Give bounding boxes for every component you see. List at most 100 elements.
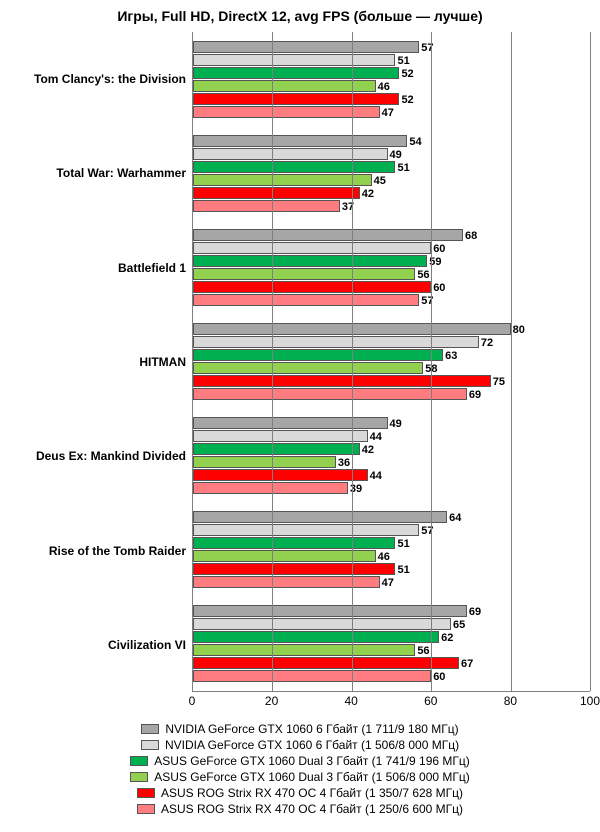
bar-value-label: 44 bbox=[370, 431, 382, 443]
bar: 39 bbox=[193, 482, 348, 494]
bar-group: 696562566760 bbox=[193, 597, 590, 691]
bar-row: 52 bbox=[193, 93, 590, 105]
bar: 49 bbox=[193, 148, 388, 160]
bar-row: 42 bbox=[193, 187, 590, 199]
bar-row: 45 bbox=[193, 174, 590, 186]
bar: 51 bbox=[193, 54, 395, 66]
bar-value-label: 52 bbox=[401, 68, 413, 80]
bar-row: 42 bbox=[193, 443, 590, 455]
legend-label: NVIDIA GeForce GTX 1060 6 Гбайт (1 711/9… bbox=[165, 722, 458, 736]
bar: 69 bbox=[193, 388, 467, 400]
x-tick-label: 0 bbox=[189, 694, 196, 708]
bar: 51 bbox=[193, 537, 395, 549]
grid-line bbox=[352, 32, 353, 691]
bar-group: 686059566057 bbox=[193, 220, 590, 314]
bar-value-label: 51 bbox=[397, 564, 409, 576]
bar-row: 47 bbox=[193, 576, 590, 588]
bar-value-label: 75 bbox=[493, 376, 505, 388]
bar-row: 54 bbox=[193, 135, 590, 147]
legend-swatch bbox=[130, 772, 148, 782]
x-axis: 020406080100 bbox=[192, 692, 590, 712]
bar: 46 bbox=[193, 550, 376, 562]
bar-value-label: 65 bbox=[453, 619, 465, 631]
bar: 46 bbox=[193, 80, 376, 92]
legend: NVIDIA GeForce GTX 1060 6 Гбайт (1 711/9… bbox=[10, 722, 590, 816]
legend-item: NVIDIA GeForce GTX 1060 6 Гбайт (1 711/9… bbox=[141, 722, 458, 736]
legend-label: ASUS GeForce GTX 1060 Dual 3 Гбайт (1 50… bbox=[154, 770, 469, 784]
bar-value-label: 47 bbox=[382, 577, 394, 589]
bar-row: 72 bbox=[193, 336, 590, 348]
legend-swatch bbox=[141, 740, 159, 750]
bar: 51 bbox=[193, 161, 395, 173]
bar-group: 645751465147 bbox=[193, 503, 590, 597]
bar: 65 bbox=[193, 618, 451, 630]
bar-row: 44 bbox=[193, 430, 590, 442]
category-label: Battlefield 1 bbox=[10, 221, 192, 315]
bar: 56 bbox=[193, 268, 415, 280]
x-tick-label: 20 bbox=[265, 694, 278, 708]
bar-value-label: 69 bbox=[469, 606, 481, 618]
legend-label: ASUS ROG Strix RX 470 OC 4 Гбайт (1 250/… bbox=[161, 802, 463, 816]
legend-item: ASUS GeForce GTX 1060 Dual 3 Гбайт (1 50… bbox=[130, 770, 469, 784]
bar-row: 80 bbox=[193, 323, 590, 335]
bar: 67 bbox=[193, 657, 459, 669]
bar-row: 51 bbox=[193, 54, 590, 66]
bar-row: 47 bbox=[193, 106, 590, 118]
bar-value-label: 51 bbox=[397, 55, 409, 67]
bar: 59 bbox=[193, 255, 427, 267]
plot-area: Tom Clancy's: the DivisionTotal War: War… bbox=[10, 32, 590, 692]
bar: 54 bbox=[193, 135, 407, 147]
category-label: Total War: Warhammer bbox=[10, 126, 192, 220]
bar-row: 59 bbox=[193, 255, 590, 267]
bar-row: 44 bbox=[193, 469, 590, 481]
bar-row: 51 bbox=[193, 563, 590, 575]
bar-row: 57 bbox=[193, 524, 590, 536]
bar-value-label: 52 bbox=[401, 94, 413, 106]
bar-group: 575152465247 bbox=[193, 32, 590, 126]
bar-row: 64 bbox=[193, 511, 590, 523]
bar: 63 bbox=[193, 349, 443, 361]
category-label: Deus Ex: Mankind Divided bbox=[10, 409, 192, 503]
bar-value-label: 56 bbox=[417, 645, 429, 657]
bar-value-label: 60 bbox=[433, 282, 445, 294]
x-tick-label: 40 bbox=[345, 694, 358, 708]
bar-value-label: 51 bbox=[397, 162, 409, 174]
bar-value-label: 54 bbox=[409, 136, 421, 148]
category-label: Tom Clancy's: the Division bbox=[10, 32, 192, 126]
bar-value-label: 72 bbox=[481, 337, 493, 349]
legend-label: ASUS ROG Strix RX 470 OC 4 Гбайт (1 350/… bbox=[161, 786, 463, 800]
grid-line bbox=[511, 32, 512, 691]
bar: 42 bbox=[193, 187, 360, 199]
bar-value-label: 49 bbox=[390, 418, 402, 430]
grid-line bbox=[590, 32, 591, 691]
bar-row: 46 bbox=[193, 80, 590, 92]
legend-swatch bbox=[141, 724, 159, 734]
legend-item: NVIDIA GeForce GTX 1060 6 Гбайт (1 506/8… bbox=[141, 738, 459, 752]
bar-group: 80 72 6358 75 69 bbox=[193, 314, 590, 408]
bar-row: 52 bbox=[193, 67, 590, 79]
bar: 51 bbox=[193, 563, 395, 575]
bar: 60 bbox=[193, 242, 431, 254]
bar-row: 58 bbox=[193, 362, 590, 374]
bar: 69 bbox=[193, 605, 467, 617]
bar: 60 bbox=[193, 670, 431, 682]
bar-row: 46 bbox=[193, 550, 590, 562]
x-tick-label: 100 bbox=[580, 694, 600, 708]
legend-item: ASUS GeForce GTX 1060 Dual 3 Гбайт (1 74… bbox=[130, 754, 469, 768]
x-tick-label: 60 bbox=[424, 694, 437, 708]
bar: 57 bbox=[193, 524, 419, 536]
bar-row: 57 bbox=[193, 41, 590, 53]
bar-row: 69 bbox=[193, 388, 590, 400]
bar: 64 bbox=[193, 511, 447, 523]
bar: 68 bbox=[193, 229, 463, 241]
bar: 56 bbox=[193, 644, 415, 656]
bar: 57 bbox=[193, 294, 419, 306]
bar: 37 bbox=[193, 200, 340, 212]
bar-value-label: 60 bbox=[433, 243, 445, 255]
bar-value-label: 44 bbox=[370, 470, 382, 482]
bar-value-label: 60 bbox=[433, 671, 445, 683]
bar-row: 60 bbox=[193, 242, 590, 254]
bar-value-label: 69 bbox=[469, 389, 481, 401]
bar-value-label: 62 bbox=[441, 632, 453, 644]
bar-value-label: 46 bbox=[378, 81, 390, 93]
